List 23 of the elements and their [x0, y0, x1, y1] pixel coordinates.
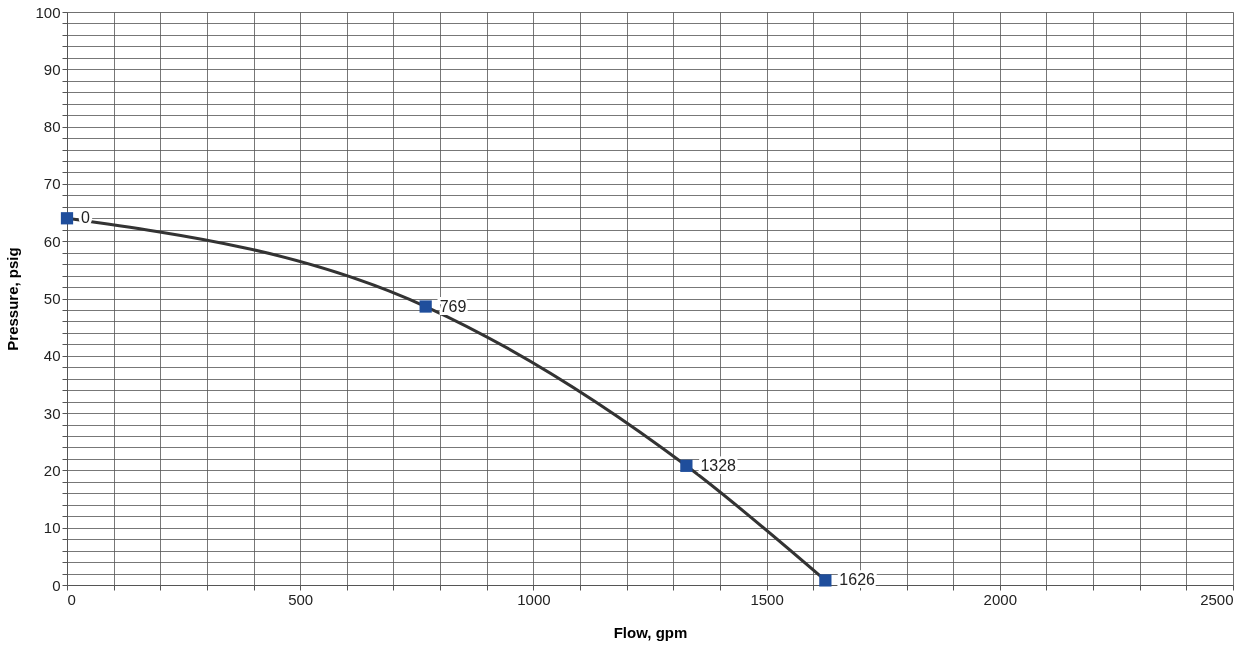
y-tick-label: 80 [43, 118, 61, 136]
x-tick-label: 0 [67, 590, 76, 608]
y-tick-label: 40 [43, 347, 61, 365]
y-tick-label: 20 [43, 461, 61, 479]
x-tick-label: 1500 [750, 590, 784, 608]
point [419, 300, 432, 313]
point [60, 212, 74, 225]
y-tick-label: 50 [43, 290, 61, 307]
x-tick-label: 1000 [517, 590, 551, 608]
y-tick-label: 100 [35, 3, 61, 21]
y-tick-label: 0 [52, 576, 61, 594]
x-tick-label: 2500 [1200, 590, 1234, 608]
y-tick-label: 90 [43, 60, 61, 78]
y-tick-label: 60 [43, 232, 61, 250]
x-tick-label: 500 [288, 590, 314, 608]
y-tick-label: 30 [43, 404, 61, 422]
y-tick-label: 70 [43, 175, 61, 193]
point [819, 574, 832, 587]
y-tick-label: 10 [43, 519, 61, 537]
point [680, 459, 693, 472]
x-axis-title: Flow, gpm [613, 623, 688, 641]
x-tick-label: 2000 [983, 590, 1017, 608]
y-axis-title: Pressure, psig [4, 247, 22, 351]
